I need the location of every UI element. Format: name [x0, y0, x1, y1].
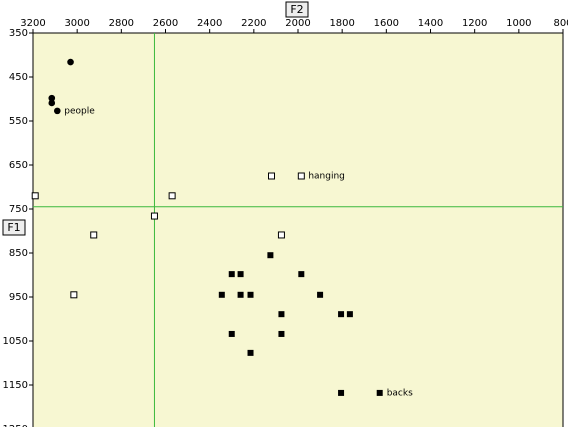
point: [31, 192, 39, 200]
point: [228, 330, 235, 337]
y-tick-label: 850: [9, 248, 28, 259]
x-tick-label: 800: [553, 18, 568, 29]
point: [277, 231, 285, 239]
point: [376, 389, 383, 396]
x-tick-label: 2000: [285, 18, 310, 29]
point: [53, 107, 61, 115]
y-tick-label: 1150: [3, 380, 28, 391]
x-tick-label: 1400: [418, 18, 443, 29]
point-label: people: [64, 106, 95, 116]
x-tick-label: 1000: [506, 18, 531, 29]
x-tick-label: 2800: [109, 18, 134, 29]
y-label: F1: [7, 221, 20, 234]
point-label: hanging: [308, 172, 345, 182]
point-label: backs: [387, 388, 413, 398]
point: [247, 349, 254, 356]
point: [228, 271, 235, 278]
y-tick-label: 750: [9, 204, 28, 215]
y-label-box: [2, 219, 26, 236]
x-tick-label: 3200: [20, 18, 45, 29]
point: [267, 252, 274, 259]
y-tick-label: 950: [9, 292, 28, 303]
y-tick-label: 350: [9, 28, 28, 39]
point: [278, 311, 285, 318]
x-tick-label: 2400: [197, 18, 222, 29]
point: [317, 291, 324, 298]
plot-area: [32, 32, 564, 427]
point: [247, 291, 254, 298]
point: [298, 271, 305, 278]
point: [168, 192, 176, 200]
point: [70, 291, 78, 299]
y-tick-label: 450: [9, 72, 28, 83]
point: [338, 311, 345, 318]
point: [90, 231, 98, 239]
x-tick-label: 2600: [153, 18, 178, 29]
point: [237, 291, 244, 298]
x-label-box: [285, 1, 309, 18]
point: [338, 389, 345, 396]
point: [218, 291, 225, 298]
x-tick-label: 1800: [329, 18, 354, 29]
point: [48, 99, 56, 107]
x-tick-label: 1600: [374, 18, 399, 29]
point: [297, 172, 305, 180]
point: [67, 58, 74, 66]
point: [150, 212, 158, 220]
x-tick-label: 1200: [462, 18, 487, 29]
y-tick-label: 550: [9, 116, 28, 127]
point: [268, 172, 275, 180]
point: [48, 94, 56, 102]
point: [346, 311, 353, 318]
x-label: F2: [290, 3, 303, 16]
point: [237, 271, 244, 278]
x-tick-label: 3000: [64, 18, 89, 29]
x-tick-label: 2200: [241, 18, 266, 29]
point: [278, 330, 285, 337]
y-tick-label: 1250: [3, 424, 28, 427]
y-tick-label: 1050: [3, 336, 28, 347]
y-tick-label: 650: [9, 160, 28, 171]
